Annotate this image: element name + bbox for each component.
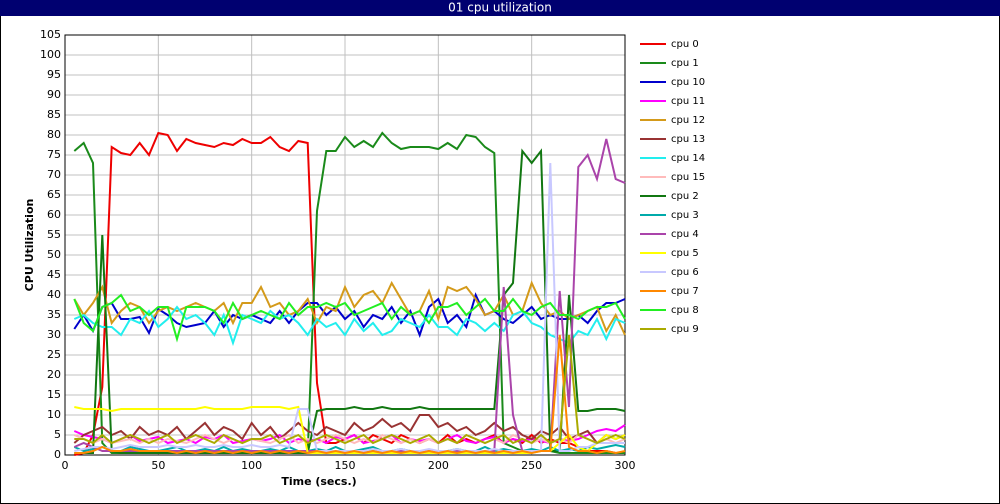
- legend-label: cpu 7: [671, 286, 699, 297]
- x-tick-label: 250: [521, 459, 542, 472]
- y-tick-label: 95: [47, 68, 61, 81]
- legend-label: cpu 1: [671, 58, 699, 69]
- y-axis-label: CPU Utilization: [23, 199, 36, 292]
- legend-label: cpu 2: [671, 191, 699, 202]
- chart-title: 01 cpu utilization: [448, 1, 552, 15]
- legend-label: cpu 6: [671, 267, 699, 278]
- series-line: [73, 424, 626, 445]
- series-line: [74, 334, 626, 455]
- x-tick-label: 300: [615, 459, 636, 472]
- legend-label: cpu 15: [671, 172, 705, 183]
- y-tick-label: 10: [47, 408, 61, 421]
- legend-label: cpu 0: [671, 39, 699, 50]
- y-tick-label: 85: [47, 108, 61, 121]
- y-tick-label: 90: [47, 88, 61, 101]
- y-tick-label: 5: [54, 428, 61, 441]
- x-tick-label: 200: [428, 459, 449, 472]
- legend-label: cpu 8: [671, 305, 699, 316]
- y-tick-label: 60: [47, 208, 61, 221]
- title-bar: [0, 0, 1000, 16]
- legend-label: cpu 3: [671, 210, 699, 221]
- plot-border: [64, 34, 626, 456]
- y-tick-label: 80: [47, 128, 61, 141]
- legend-label: cpu 10: [671, 77, 705, 88]
- y-tick-label: 50: [47, 248, 61, 261]
- legend-label: cpu 12: [671, 115, 705, 126]
- y-tick-label: 55: [47, 228, 61, 241]
- x-tick-label: 0: [62, 459, 69, 472]
- series-line: [73, 305, 626, 347]
- y-tick-label: 105: [40, 28, 61, 41]
- series-line: [73, 414, 626, 445]
- x-axis-label: Time (secs.): [281, 475, 356, 488]
- series-line: [74, 334, 626, 445]
- series-line: [74, 148, 626, 454]
- y-tick-label: 30: [47, 328, 61, 341]
- x-tick-label: 150: [335, 459, 356, 472]
- y-tick-label: 45: [47, 268, 61, 281]
- series-line: [73, 293, 626, 343]
- y-tick-label: 70: [47, 168, 61, 181]
- x-tick-label: 50: [151, 459, 165, 472]
- y-tick-label: 35: [47, 308, 61, 321]
- legend-label: cpu 9: [671, 324, 699, 335]
- legend-label: cpu 5: [671, 248, 699, 259]
- y-tick-label: 65: [47, 188, 61, 201]
- legend-label: cpu 4: [671, 229, 699, 240]
- series-line: [73, 292, 626, 338]
- y-tick-label: 20: [47, 368, 61, 381]
- y-tick-label: 15: [47, 388, 61, 401]
- y-tick-label: 75: [47, 148, 61, 161]
- y-tick-label: 40: [47, 288, 61, 301]
- legend-label: cpu 13: [671, 134, 705, 145]
- legend-label: cpu 14: [671, 153, 705, 164]
- x-tick-label: 100: [241, 459, 262, 472]
- y-tick-label: 0: [54, 448, 61, 461]
- y-tick-label: 25: [47, 348, 61, 361]
- y-tick-label: 100: [40, 48, 61, 61]
- legend-label: cpu 11: [671, 96, 705, 107]
